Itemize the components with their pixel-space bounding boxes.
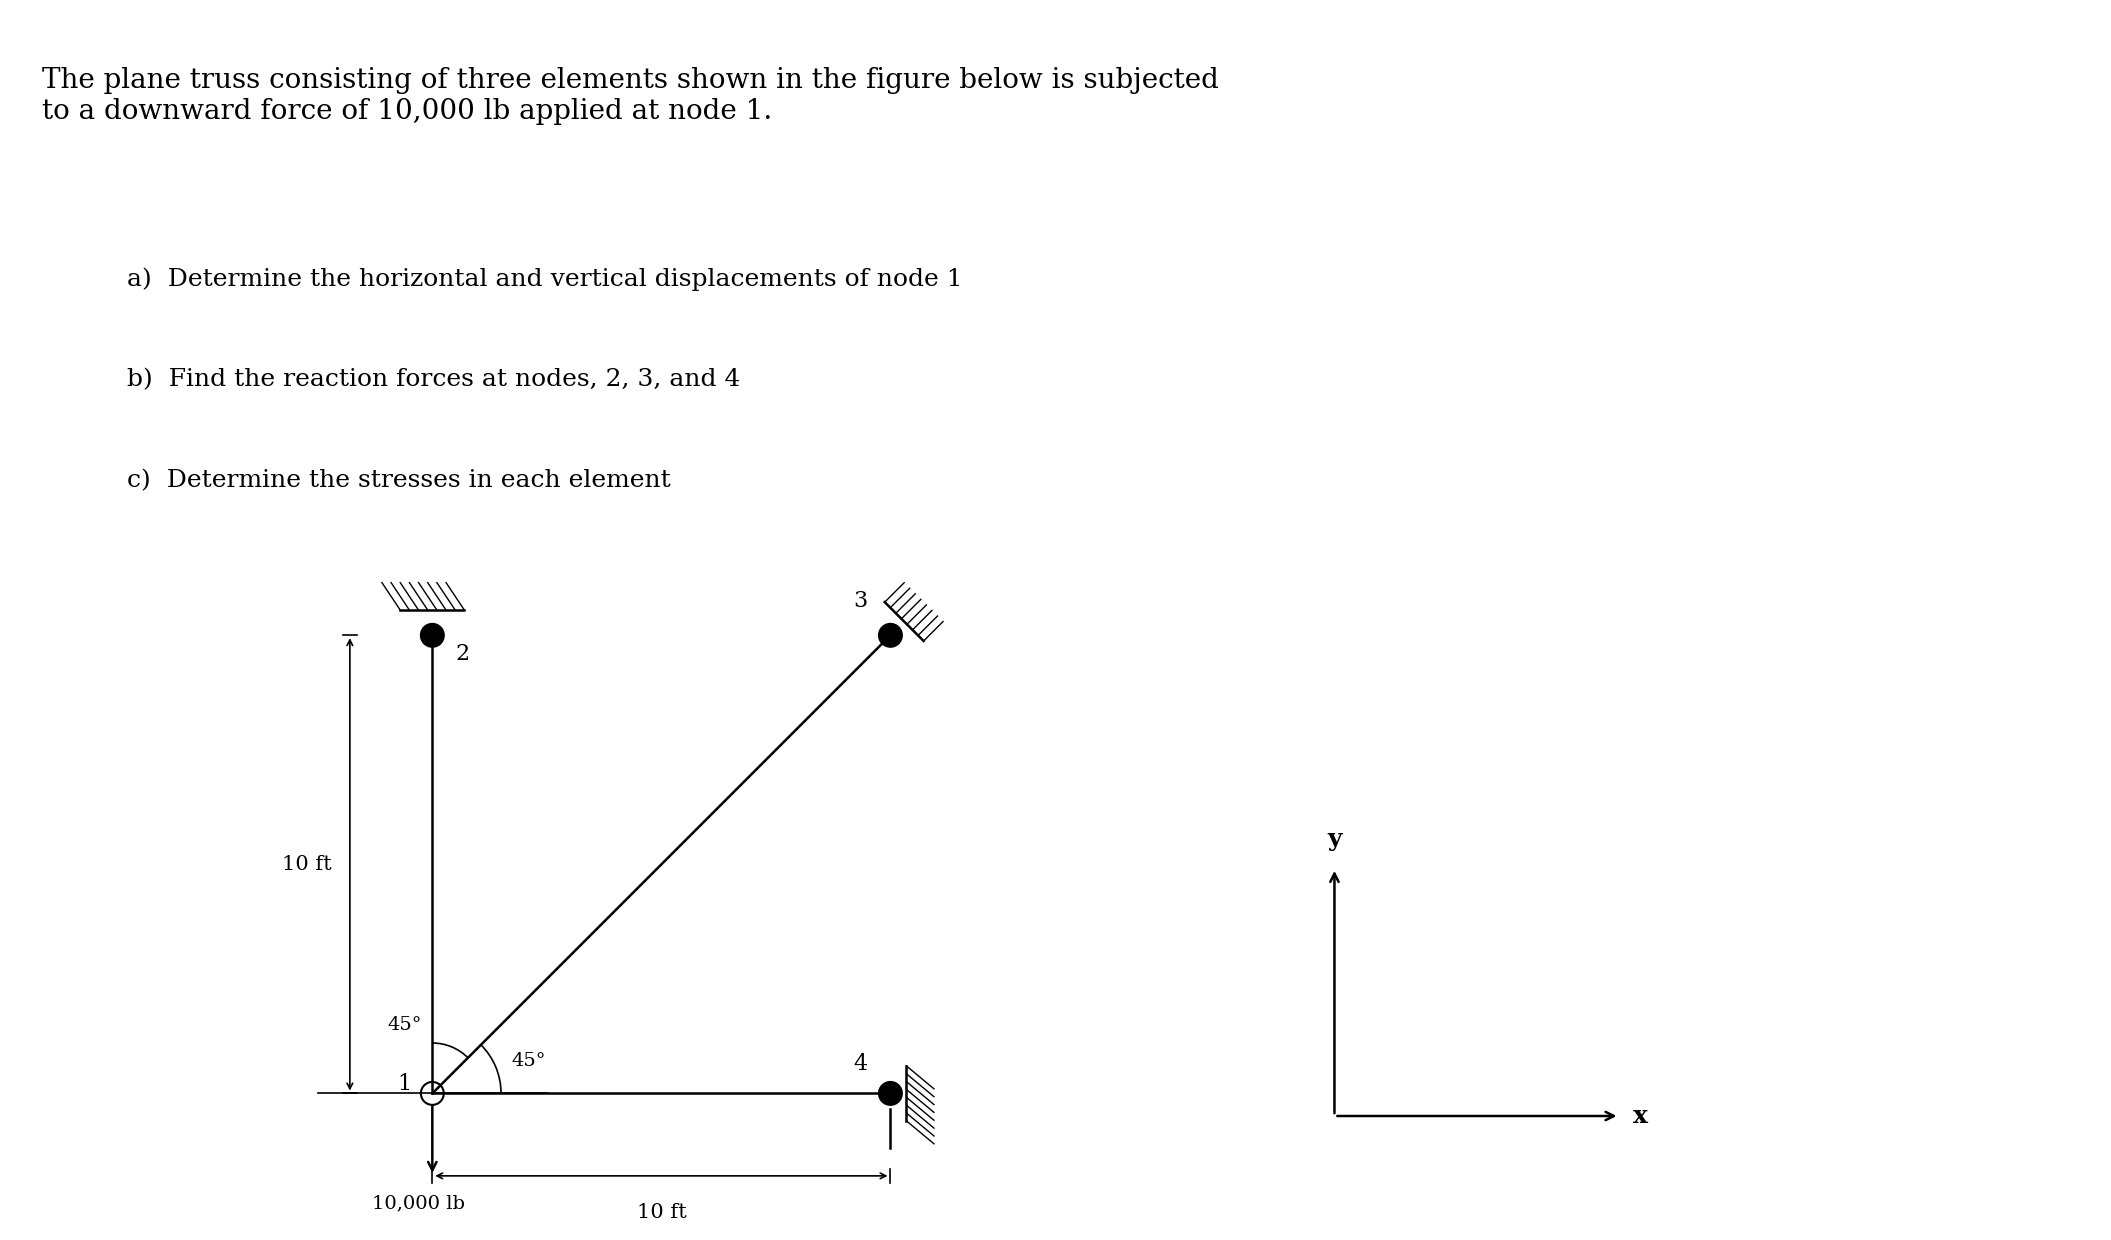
Text: 10,000 lb: 10,000 lb: [372, 1194, 464, 1213]
Circle shape: [878, 1083, 901, 1105]
Text: y: y: [1328, 827, 1343, 851]
Text: 1: 1: [397, 1074, 412, 1095]
Text: a)  Determine the horizontal and vertical displacements of node 1: a) Determine the horizontal and vertical…: [127, 268, 963, 291]
Circle shape: [420, 624, 443, 647]
Text: 3: 3: [853, 590, 868, 613]
Text: 45°: 45°: [511, 1053, 547, 1070]
Text: The plane truss consisting of three elements shown in the figure below is subjec: The plane truss consisting of three elem…: [42, 67, 1218, 125]
Text: c)  Determine the stresses in each element: c) Determine the stresses in each elemen…: [127, 469, 671, 492]
Text: 45°: 45°: [388, 1016, 422, 1034]
Text: 10 ft: 10 ft: [281, 854, 331, 874]
Text: x: x: [1634, 1104, 1649, 1128]
Text: 2: 2: [456, 642, 469, 665]
Text: b)  Find the reaction forces at nodes, 2, 3, and 4: b) Find the reaction forces at nodes, 2,…: [127, 368, 741, 392]
Text: 4: 4: [853, 1053, 868, 1075]
Circle shape: [878, 624, 901, 647]
Text: 10 ft: 10 ft: [638, 1203, 686, 1223]
